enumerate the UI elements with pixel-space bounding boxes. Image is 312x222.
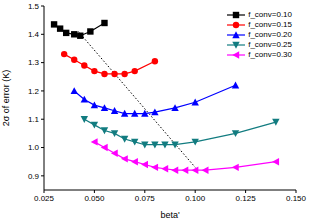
- svg-text:1.1: 1.1: [28, 115, 40, 124]
- svg-text:1.0: 1.0: [28, 143, 40, 152]
- svg-text:0.075: 0.075: [135, 194, 156, 203]
- svg-text:0.025: 0.025: [34, 194, 55, 203]
- html-text:f_conv=0.30: f_conv=0.30: [248, 50, 292, 59]
- html-text:f_conv=0.25: f_conv=0.25: [248, 40, 292, 49]
- svg-text:0.9: 0.9: [28, 172, 40, 181]
- svg-text:0.125: 0.125: [236, 194, 257, 203]
- html-text:f_conv=0.10: f_conv=0.10: [248, 10, 292, 19]
- html-text:f_conv=0.20: f_conv=0.20: [248, 30, 292, 39]
- html-text:f_conv=0.15: f_conv=0.15: [248, 20, 292, 29]
- svg-text:0.100: 0.100: [185, 194, 206, 203]
- svg-text:0.150: 0.150: [286, 194, 304, 203]
- svg-text:1.2: 1.2: [28, 87, 40, 96]
- svg-text:beta': beta': [160, 210, 180, 220]
- svg-text:2σ of error (K): 2σ of error (K): [8, 70, 11, 127]
- svg-text:1.3: 1.3: [28, 58, 40, 67]
- svg-text:1.5: 1.5: [28, 2, 40, 11]
- svg-text:1.4: 1.4: [28, 30, 40, 39]
- svg-text:0.050: 0.050: [84, 194, 105, 203]
